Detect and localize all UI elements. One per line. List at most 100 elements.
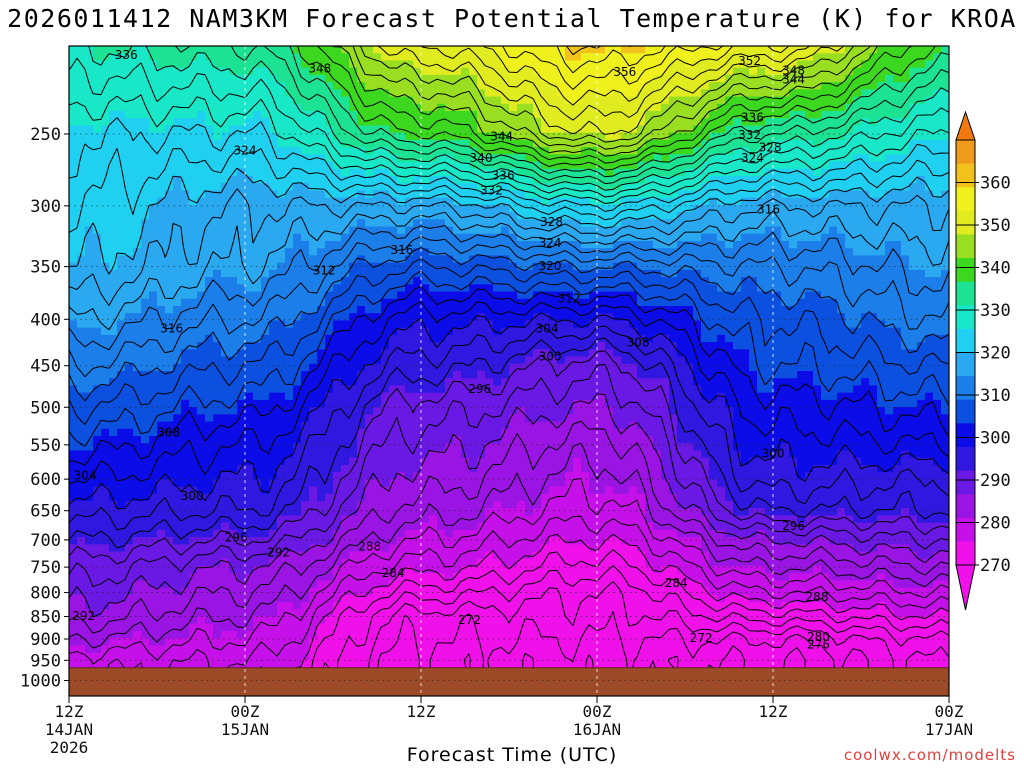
contour-fill-cell: [533, 89, 542, 98]
contour-fill-cell: [925, 262, 934, 271]
contour-fill-cell: [733, 125, 742, 134]
contour-fill-cell: [437, 255, 446, 264]
contour-fill-cell: [933, 262, 942, 271]
contour-fill-cell: [141, 74, 150, 83]
contour-fill-cell: [765, 291, 774, 300]
contour-fill-cell: [205, 284, 214, 293]
contour-fill-cell: [749, 320, 758, 329]
contour-fill-cell: [821, 60, 830, 69]
contour-fill-cell: [301, 226, 310, 235]
contour-fill-cell: [101, 60, 110, 69]
contour-fill-cell: [661, 226, 670, 235]
contour-fill-cell: [93, 46, 102, 54]
contour-fill-cell: [805, 248, 814, 257]
contour-fill-cell: [477, 219, 486, 228]
contour-fill-cell: [621, 212, 630, 220]
contour-fill-cell: [421, 313, 430, 322]
contour-fill-cell: [829, 313, 838, 322]
contour-fill-cell: [549, 327, 558, 336]
contour-fill-cell: [133, 298, 142, 307]
contour-fill-cell: [589, 291, 598, 300]
contour-fill-cell: [861, 342, 870, 350]
contour-fill-cell: [85, 139, 94, 148]
contour-fill-cell: [117, 96, 126, 105]
contour-fill-cell: [245, 241, 254, 249]
contour-fill-cell: [693, 327, 702, 336]
contour-fill-cell: [149, 277, 158, 285]
contour-fill-cell: [197, 327, 206, 336]
contour-fill-cell: [397, 103, 406, 112]
contour-fill-cell: [317, 154, 326, 163]
contour-fill-cell: [173, 277, 182, 285]
contour-fill-cell: [565, 284, 574, 293]
contour-fill-cell: [565, 226, 574, 235]
contour-fill-cell: [565, 139, 574, 148]
contour-fill-cell: [293, 371, 302, 379]
contour-fill-cell: [357, 139, 366, 148]
contour-fill-cell: [821, 118, 830, 127]
contour-fill-cell: [205, 363, 214, 372]
contour-fill-cell: [253, 371, 262, 379]
contour-fill-cell: [653, 226, 662, 235]
contour-fill-cell: [301, 349, 310, 358]
contour-fill-cell: [277, 118, 286, 127]
contour-fill-cell: [581, 147, 590, 155]
contour-fill-cell: [565, 168, 574, 177]
contour-fill-cell: [301, 74, 310, 83]
contour-fill-cell: [909, 132, 918, 141]
contour-fill-cell: [293, 60, 302, 69]
contour-fill-cell: [445, 183, 454, 192]
contour-fill-cell: [461, 327, 470, 336]
contour-fill-cell: [645, 125, 654, 134]
contour-fill-cell: [309, 356, 318, 365]
contour-fill-cell: [381, 82, 390, 90]
contour-fill-cell: [261, 255, 270, 264]
contour-fill-cell: [829, 320, 838, 329]
contour-fill-cell: [925, 161, 934, 170]
contour-fill-cell: [637, 363, 646, 372]
contour-fill-cell: [445, 363, 454, 372]
contour-fill-cell: [645, 284, 654, 293]
contour-fill-cell: [477, 277, 486, 285]
contour-fill-cell: [677, 67, 686, 76]
contour-fill-cell: [653, 204, 662, 213]
contour-fill-cell: [301, 212, 310, 220]
contour-fill-cell: [229, 212, 238, 220]
contour-fill-cell: [181, 132, 190, 141]
contour-fill-cell: [197, 342, 206, 350]
contour-fill-cell: [141, 277, 150, 285]
contour-fill-cell: [773, 342, 782, 350]
contour-fill-cell: [165, 371, 174, 379]
contour-fill-cell: [117, 168, 126, 177]
contour-fill-cell: [821, 327, 830, 336]
contour-fill-cell: [325, 132, 334, 141]
contour-fill-cell: [341, 226, 350, 235]
contour-fill-cell: [229, 241, 238, 249]
contour-fill-cell: [85, 161, 94, 170]
contour-fill-cell: [205, 248, 214, 257]
contour-fill-cell: [845, 183, 854, 192]
contour-fill-cell: [341, 363, 350, 372]
contour-fill-cell: [901, 349, 910, 358]
contour-fill-cell: [749, 176, 758, 184]
contour-fill-cell: [149, 262, 158, 271]
contour-fill-cell: [717, 349, 726, 358]
contour-fill-cell: [245, 147, 254, 155]
contour-fill-cell: [269, 190, 278, 199]
contour-fill-cell: [653, 349, 662, 358]
contour-fill-cell: [445, 118, 454, 127]
contour-fill-cell: [133, 262, 142, 271]
contour-fill-cell: [389, 226, 398, 235]
contour-fill-cell: [485, 53, 494, 62]
contour-fill-cell: [301, 161, 310, 170]
contour-fill-cell: [757, 313, 766, 322]
contour-fill-cell: [149, 363, 158, 372]
contour-fill-cell: [541, 363, 550, 372]
contour-fill-cell: [229, 349, 238, 358]
contour-fill-cell: [109, 306, 118, 314]
contour-fill-cell: [557, 74, 566, 83]
contour-fill-cell: [429, 60, 438, 69]
contour-fill-cell: [325, 168, 334, 177]
contour-fill-cell: [245, 363, 254, 372]
contour-fill-cell: [165, 233, 174, 242]
